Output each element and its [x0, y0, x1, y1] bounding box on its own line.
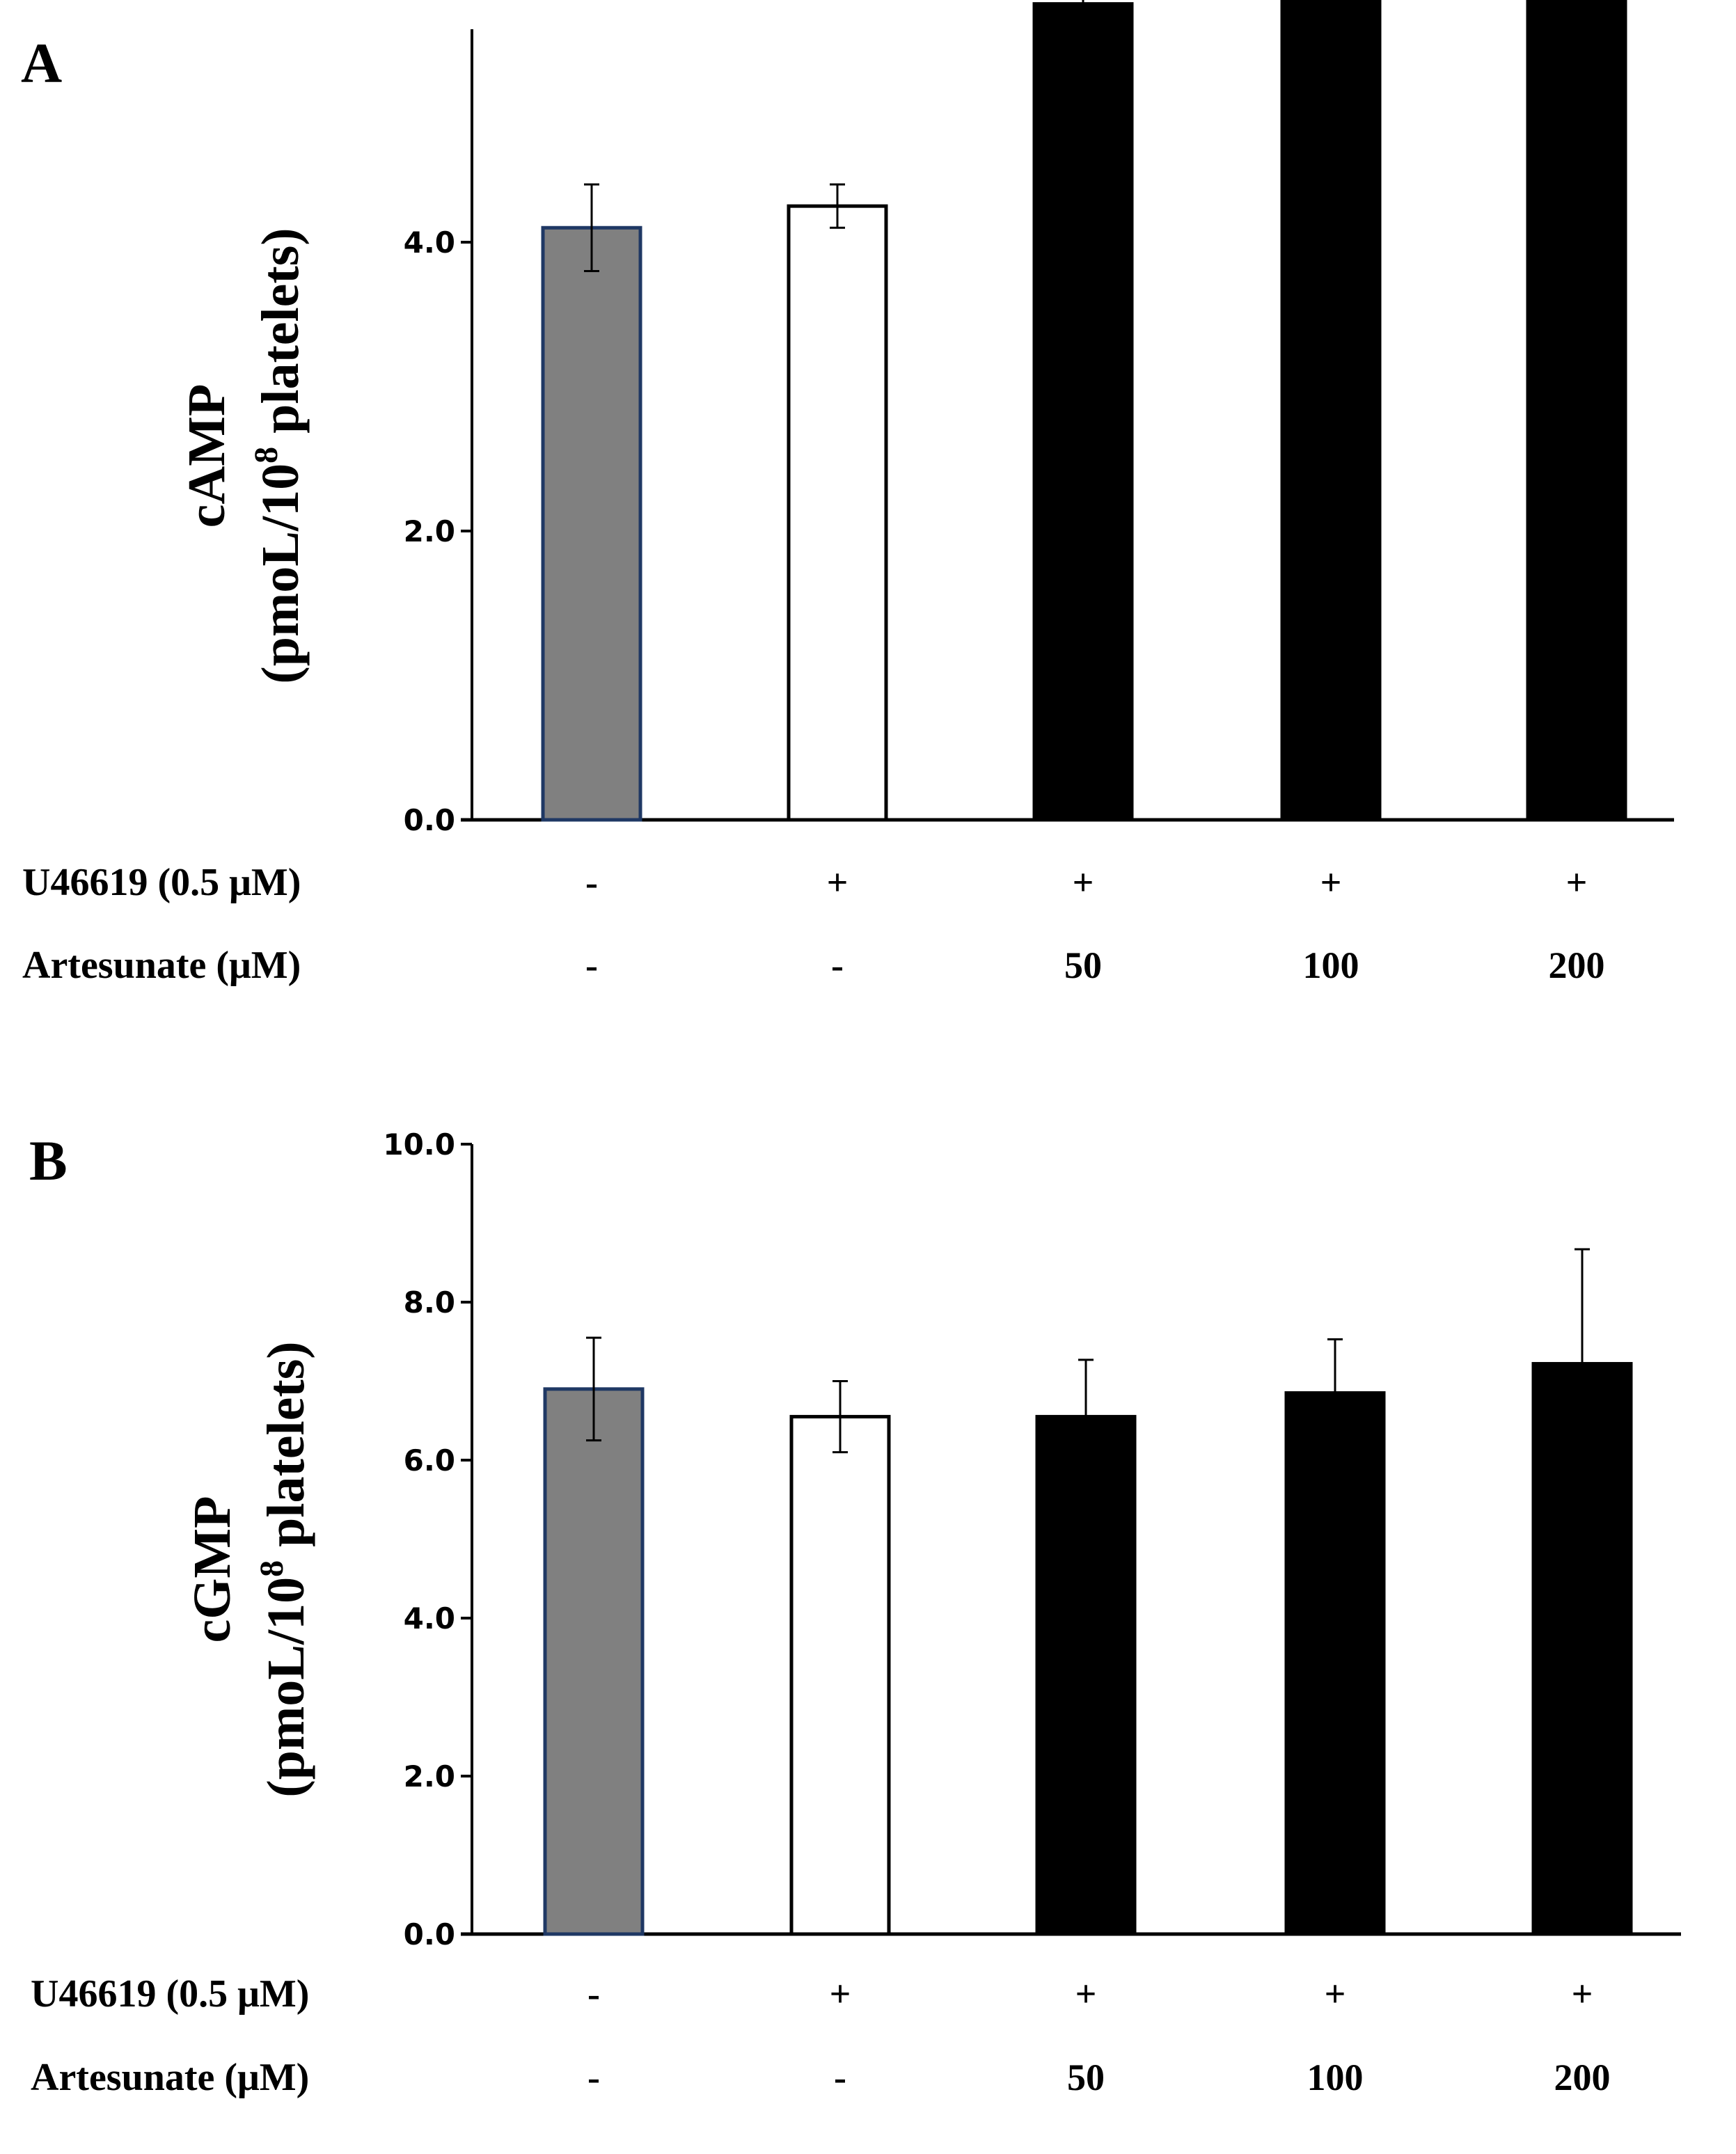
- bar-b: [543, 1387, 645, 1936]
- artesunate-condition-a: 50: [1064, 944, 1102, 986]
- y-axis-label-b-unit: (pmoL/108 platelets): [253, 1341, 315, 1797]
- artesunate-condition-b: 100: [1307, 2057, 1364, 2098]
- artesunate-condition-b: 50: [1067, 2057, 1105, 2098]
- u46619-condition-a: +: [1320, 862, 1342, 903]
- u46619-condition-a: +: [827, 862, 849, 903]
- y-axis-unit-pre-b: (pmoL/10: [257, 1577, 315, 1798]
- y-axis-unit-post-b: platelets): [257, 1341, 315, 1560]
- u46619-condition-a: +: [1566, 862, 1588, 903]
- panel-a: A cAMP (pmoL/108 platelets) 0.02.04.06.0…: [21, 0, 1674, 987]
- y-tick-label-a: 4.0: [404, 225, 455, 260]
- artesunate-condition-b: 200: [1554, 2057, 1611, 2098]
- y-tick-label-b: 6.0: [404, 1443, 455, 1478]
- y-axis-unit-post-a: platelets): [251, 228, 310, 446]
- y-tick-label-b: 2.0: [404, 1759, 455, 1793]
- bar-b: [789, 1415, 891, 1936]
- artesunate-condition-b: -: [587, 2057, 600, 2098]
- y-tick-label-b: 4.0: [404, 1601, 455, 1636]
- u46619-condition-b: +: [830, 1973, 851, 2015]
- u46619-condition-a: +: [1073, 862, 1094, 903]
- y-axis-unit-sup-a: 8: [248, 447, 285, 464]
- u46619-condition-a: -: [585, 862, 598, 903]
- row-label-artesunate-a: Artesunate (μM): [22, 944, 301, 987]
- artesunate-condition-a: 200: [1549, 944, 1605, 986]
- artesunate-condition-a: -: [585, 944, 598, 986]
- y-tick-label-b: 0.0: [404, 1917, 455, 1951]
- y-axis-label-a-main: cAMP: [177, 384, 236, 528]
- artesunate-condition-b: -: [834, 2057, 846, 2098]
- panel-letter-a: A: [21, 31, 62, 95]
- y-tick-label-a: 0.0: [404, 803, 455, 837]
- bar-a: [1280, 0, 1382, 822]
- y-axis-label-a-unit: (pmoL/108 platelets): [248, 228, 310, 683]
- bar-a: [1526, 0, 1627, 822]
- y-tick-label-a: 2.0: [404, 514, 455, 548]
- bar-b: [1035, 1415, 1137, 1936]
- u46619-condition-b: +: [1325, 1973, 1346, 2015]
- row-label-u46619-b: U46619 (0.5 μM): [31, 1972, 309, 2016]
- bar-b: [1284, 1391, 1386, 1936]
- artesunate-condition-a: 100: [1303, 944, 1359, 986]
- u46619-condition-b: +: [1572, 1973, 1593, 2015]
- y-axis-unit-pre-a: (pmoL/10: [251, 464, 310, 684]
- chart-a-marks: 0.02.04.06.08.010.0--+-*+50*+100**+200U4…: [22, 0, 1674, 987]
- bar-a: [541, 225, 642, 822]
- panel-letter-b: B: [29, 1129, 68, 1192]
- y-axis-label-b-main: cGMP: [183, 1496, 242, 1642]
- chart-b-marks: 0.0 2.0 4.0 6.0 8.0 10.0 - - + - +50 +100 +200 U46619…: [31, 1127, 1681, 2099]
- row-label-artesunate-b: Artesunate (μM): [31, 2056, 309, 2099]
- y-tick-label-b: 10.0: [383, 1127, 455, 1162]
- bar-a: [1032, 2, 1134, 822]
- row-label-u46619-a: U46619 (0.5 μM): [22, 861, 301, 904]
- u46619-condition-b: +: [1075, 1973, 1097, 2015]
- bar-a: [787, 204, 888, 822]
- panel-b: B cGMP (pmoL/108 platelets) 0.0 2.0 4.0 6.0…: [29, 1127, 1681, 2099]
- y-tick-label-b: 8.0: [404, 1285, 455, 1320]
- u46619-condition-b: -: [587, 1973, 600, 2015]
- y-axis-unit-sup-b: 8: [253, 1560, 290, 1577]
- artesunate-condition-a: -: [831, 944, 844, 986]
